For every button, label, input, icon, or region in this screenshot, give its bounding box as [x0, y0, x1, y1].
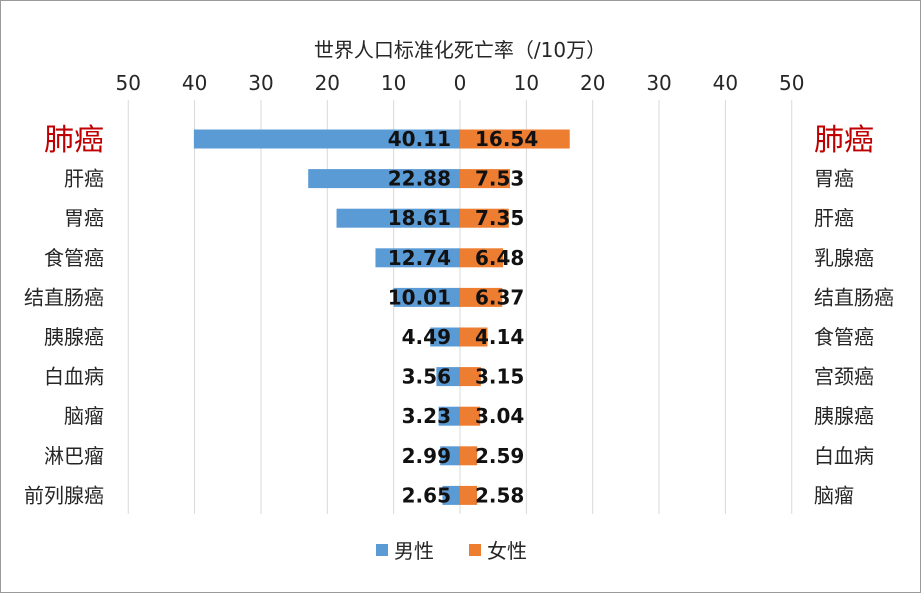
bar-male [393, 287, 460, 307]
bar-female [460, 327, 488, 347]
data-label-male: 22.88 [388, 167, 451, 191]
bar-male [375, 248, 460, 268]
bar-female [460, 446, 478, 466]
data-label-female: 3.04 [475, 404, 524, 428]
bars [193, 129, 570, 505]
axis-title: 世界人口标准化死亡率（/10万） [314, 38, 606, 62]
category-label-male: 结直肠癌 [24, 285, 104, 309]
category-label-female: 宫颈癌 [814, 365, 874, 389]
category-label-male: 白血病 [44, 365, 104, 389]
data-label-male: 2.65 [402, 483, 451, 507]
data-label-male: 2.99 [402, 444, 451, 468]
data-label-female: 7.53 [475, 167, 524, 191]
bar-female [460, 169, 510, 189]
category-label-male: 前列腺癌 [24, 483, 104, 507]
data-label-female: 4.14 [475, 325, 524, 349]
data-label-male: 12.74 [388, 246, 451, 270]
bar-male [436, 367, 460, 387]
legend-label-male: 男性 [394, 539, 434, 563]
data-label-female: 6.48 [475, 246, 524, 270]
bar-male [336, 208, 460, 228]
x-tick-label: 20 [580, 71, 605, 95]
category-label-female: 胰腺癌 [814, 404, 874, 428]
data-label-female: 2.58 [475, 483, 524, 507]
data-label-male: 40.11 [388, 127, 451, 151]
category-label-female: 肺癌 [814, 123, 874, 158]
category-label-male: 胰腺癌 [44, 325, 104, 349]
category-label-female: 食管癌 [814, 325, 874, 349]
legend-swatch-female [469, 544, 481, 556]
category-label-female: 白血病 [814, 444, 874, 468]
x-tick-label: 50 [779, 71, 804, 95]
bar-female [460, 367, 481, 387]
bar-female [460, 129, 570, 149]
gridlines [127, 100, 793, 514]
data-label-male: 3.56 [402, 365, 451, 389]
data-label-male: 18.61 [388, 206, 451, 230]
data-labels: 40.11 22.88 18.61 12.74 10.01 4.49 3.56 3.23 2.9… [388, 127, 539, 507]
data-label-female: 7.35 [475, 206, 524, 230]
legend-label-female: 女性 [487, 539, 527, 563]
bar-male [430, 327, 460, 347]
category-label-male: 肺癌 [44, 123, 104, 158]
data-label-female: 6.37 [475, 285, 524, 309]
x-tick-label: 30 [646, 71, 671, 95]
x-tick-label: 30 [248, 71, 273, 95]
category-label-male: 食管癌 [44, 246, 104, 270]
bar-male [193, 129, 460, 149]
category-label-male: 肝癌 [64, 167, 104, 191]
x-tick-label: 0 [454, 71, 467, 95]
category-label-female: 乳腺癌 [814, 246, 874, 270]
category-label-male: 淋巴瘤 [44, 444, 104, 468]
x-tick-label: 40 [182, 71, 207, 95]
category-label-male: 胃癌 [64, 206, 104, 230]
x-tick-label: 10 [514, 71, 539, 95]
data-label-female: 16.54 [475, 127, 538, 151]
category-label-female: 脑瘤 [814, 483, 854, 507]
bar-male [440, 446, 460, 466]
data-label-female: 2.59 [475, 444, 524, 468]
data-label-female: 3.15 [475, 365, 524, 389]
data-label-male: 3.23 [402, 404, 451, 428]
x-tick-label: 10 [381, 71, 406, 95]
legend: 男性 女性 [376, 539, 527, 563]
legend-swatch-male [376, 544, 388, 556]
category-label-male: 脑瘤 [64, 404, 104, 428]
data-label-male: 10.01 [388, 285, 451, 309]
category-label-female: 结直肠癌 [814, 285, 894, 309]
bar-male [438, 406, 460, 426]
bar-female [460, 208, 509, 228]
bar-female [460, 248, 503, 268]
category-label-female: 胃癌 [814, 167, 854, 191]
bar-female [460, 485, 478, 505]
bar-male [308, 169, 460, 189]
x-tick-labels: 50 40 30 20 10 0 10 20 30 40 50 [116, 71, 805, 95]
category-label-female: 肝癌 [814, 206, 854, 230]
bar-female [460, 406, 481, 426]
x-tick-label: 40 [713, 71, 738, 95]
x-tick-label: 20 [315, 71, 340, 95]
bar-female [460, 287, 503, 307]
data-label-male: 4.49 [402, 325, 451, 349]
x-tick-label: 50 [116, 71, 141, 95]
bar-male [442, 485, 460, 505]
